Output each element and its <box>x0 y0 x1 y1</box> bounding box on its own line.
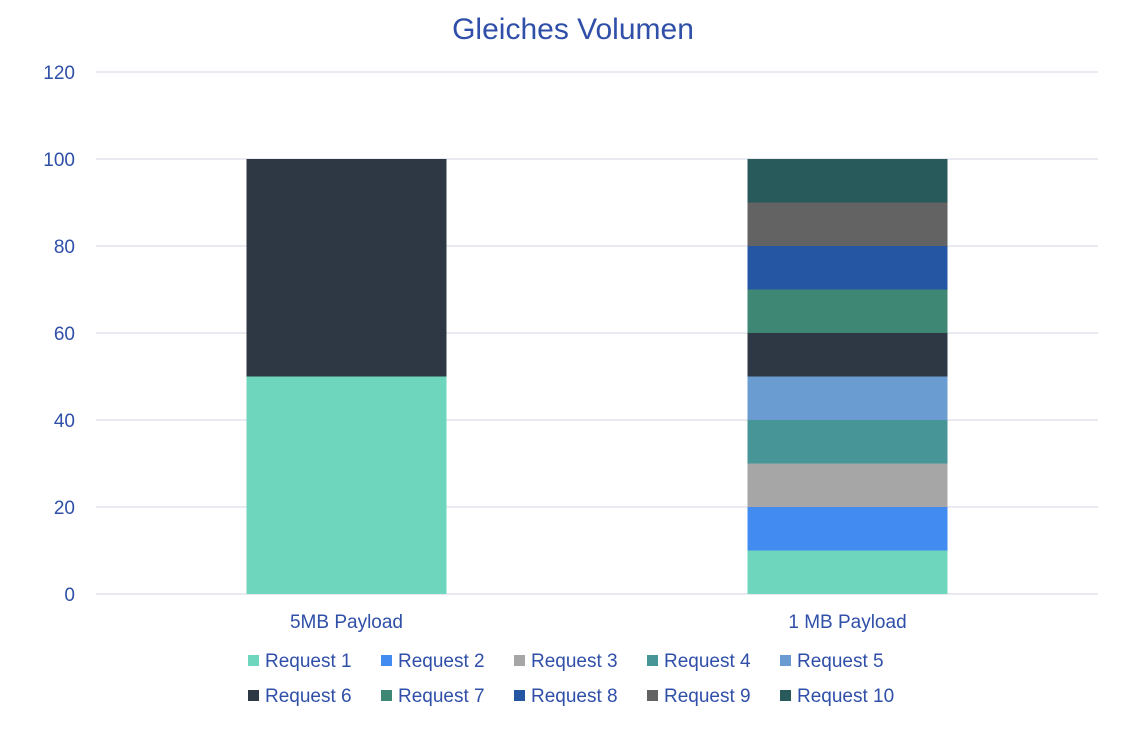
legend-swatch <box>248 655 259 666</box>
y-tick-label: 20 <box>54 498 75 519</box>
legend-label: Request 1 <box>265 651 352 672</box>
y-tick-label: 60 <box>54 324 75 345</box>
bars <box>246 159 948 594</box>
legend-swatch <box>514 655 525 666</box>
legend-label: Request 4 <box>664 651 751 672</box>
bar-segment <box>747 420 948 464</box>
legend-swatch <box>381 655 392 666</box>
legend-swatch <box>381 690 392 701</box>
bar-segment <box>246 376 447 594</box>
bar-segment <box>246 159 447 377</box>
legend-label: Request 10 <box>797 686 894 707</box>
legend-swatch <box>780 655 791 666</box>
bar-segment <box>747 507 948 551</box>
x-axis-categories: 5MB Payload 1 MB Payload <box>290 612 907 633</box>
legend-label: Request 2 <box>398 651 485 672</box>
legend: Request 1 Request 2 Request 3 Request 4 Requ… <box>248 651 894 707</box>
y-tick-label: 100 <box>43 150 75 171</box>
bar-segment <box>747 463 948 507</box>
legend-label: Request 9 <box>664 686 751 707</box>
legend-swatch <box>514 690 525 701</box>
legend-label: Request 6 <box>265 686 352 707</box>
gridlines <box>96 71 1098 595</box>
bar-segment <box>747 376 948 420</box>
legend-label: Request 5 <box>797 651 884 672</box>
legend-swatch <box>647 690 658 701</box>
bar-segment <box>747 289 948 333</box>
y-tick-label: 80 <box>54 237 75 258</box>
legend-label: Request 3 <box>531 651 618 672</box>
legend-swatch <box>647 655 658 666</box>
bar-segment <box>747 550 948 594</box>
chart-title: Gleiches Volumen <box>452 13 694 46</box>
x-category-label: 5MB Payload <box>290 612 403 633</box>
x-category-label: 1 MB Payload <box>788 612 906 633</box>
legend-swatch <box>248 690 259 701</box>
bar-segment <box>747 159 948 203</box>
bar-segment <box>747 333 948 377</box>
legend-label: Request 8 <box>531 686 618 707</box>
legend-swatch <box>780 690 791 701</box>
y-tick-label: 120 <box>43 63 75 84</box>
bar-segment <box>747 246 948 290</box>
y-tick-label: 0 <box>64 585 75 606</box>
legend-label: Request 7 <box>398 686 485 707</box>
y-tick-label: 40 <box>54 411 75 432</box>
y-axis-ticks: 0 20 40 60 80 100 120 <box>43 63 75 606</box>
bar-segment <box>747 202 948 246</box>
